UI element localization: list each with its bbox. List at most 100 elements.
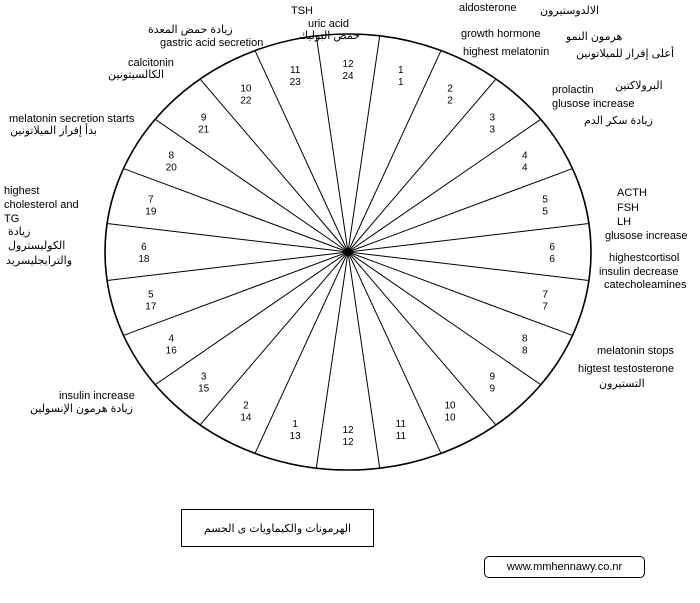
hour-spoke: [154, 118, 349, 253]
hour-label-inner: 3: [201, 371, 207, 382]
caption-box: الهرمونات والكيماويات ى الجسم: [181, 509, 374, 547]
hour-label-outer: 20: [166, 162, 178, 173]
label-cholesterol-3: TG: [4, 213, 20, 225]
hour-label-outer: 15: [198, 383, 210, 394]
hour-spoke: [123, 251, 349, 336]
hour-spoke: [199, 78, 349, 253]
label-cholesterol-ar-2: الكوليسترول: [8, 240, 66, 252]
hour-label-inner: 9: [490, 371, 496, 382]
hour-label-inner: 5: [542, 195, 548, 206]
hour-label-outer: 17: [145, 301, 157, 312]
label-tsh: TSH: [291, 5, 313, 17]
hour-spoke: [347, 251, 542, 386]
hour-label-inner: 6: [141, 242, 147, 253]
label-insulin-increase-ar: زيادة هرمون الإنسولين: [30, 403, 133, 415]
hour-label-outer: 10: [444, 413, 456, 424]
hour-label-outer: 12: [342, 437, 354, 448]
hour-label-outer: 24: [342, 71, 354, 82]
label-insulin-decrease: insulin decrease: [599, 266, 679, 278]
hour-spoke: [347, 251, 381, 469]
hour-label-outer: 16: [166, 346, 178, 357]
label-gastric-acid: gastric acid secretion: [160, 37, 264, 49]
hour-label-outer: 22: [240, 95, 252, 106]
hour-spoke: [199, 251, 349, 426]
hour-spoke: [347, 168, 573, 253]
hour-labels: 1224112233445566778899101011111212113214…: [138, 59, 555, 448]
hour-spoke: [347, 251, 442, 454]
hour-label-inner: 11: [396, 419, 407, 430]
website-link[interactable]: www.mmhennawy.co.nr: [484, 556, 645, 578]
hour-spoke: [347, 251, 573, 336]
hour-spoke: [315, 35, 349, 253]
hour-label-outer: 23: [290, 77, 302, 88]
hour-label-outer: 7: [542, 301, 548, 312]
hour-label-outer: 5: [542, 207, 548, 218]
label-melatonin-starts-ar: بدأ إفراز الميلاتونين: [10, 125, 97, 137]
label-melatonin-stops: melatonin stops: [597, 345, 675, 357]
hour-label-outer: 6: [549, 254, 555, 265]
hour-spoke: [315, 251, 349, 469]
hour-label-outer: 19: [145, 207, 157, 218]
label-melatonin-starts: melatonin secretion starts: [9, 113, 135, 125]
hour-label-outer: 21: [198, 125, 210, 136]
label-calcitonin: calcitonin: [128, 57, 174, 69]
label-lh: LH: [617, 216, 632, 228]
hour-label-inner: 9: [201, 113, 207, 124]
label-growth-hormone-ar: هرمون النمو: [566, 31, 623, 43]
hour-spoke: [107, 251, 349, 281]
label-prolactin: prolactin: [552, 84, 594, 96]
hour-label-inner: 11: [290, 65, 301, 76]
hour-label-outer: 13: [290, 431, 302, 442]
label-glucose-increase-1-ar: زيادة سكر الدم: [584, 115, 653, 127]
hour-spoke: [347, 50, 442, 253]
hour-label-inner: 8: [522, 334, 528, 345]
hour-label-outer: 4: [522, 162, 528, 173]
hour-label-inner: 4: [168, 334, 174, 345]
clock-circle: [104, 33, 592, 471]
label-catecholamines: catecholeamines: [604, 279, 687, 291]
label-highest-melatonin: highest melatonin: [463, 46, 550, 58]
label-insulin-increase: insulin increase: [59, 390, 135, 402]
hour-label-inner: 4: [522, 150, 528, 161]
label-testosterone-ar: التستيرون: [599, 378, 645, 390]
label-glucose-increase-2: glusose increase: [605, 230, 688, 242]
hour-label-outer: 9: [490, 383, 496, 394]
hour-label-inner: 5: [148, 289, 154, 300]
hour-spoke: [347, 35, 381, 253]
hour-label-inner: 10: [240, 83, 252, 94]
hour-label-inner: 7: [542, 289, 548, 300]
hour-label-outer: 18: [138, 254, 150, 265]
hour-spoke: [347, 251, 497, 426]
hour-spoke: [347, 251, 589, 281]
hour-label-inner: 2: [447, 83, 453, 94]
label-cholesterol-ar-3: والترايجليسريد: [6, 255, 73, 267]
label-aldosterone: aldosterone: [459, 2, 517, 14]
hour-label-inner: 1: [398, 65, 404, 76]
hour-spoke: [347, 78, 497, 253]
hour-label-inner: 3: [490, 113, 496, 124]
hour-spoke: [123, 168, 349, 253]
hour-spoke: [347, 118, 542, 253]
hour-label-inner: 12: [342, 59, 354, 70]
label-uric-acid-ar: حمض البوليك: [299, 30, 361, 42]
hour-label-outer: 1: [398, 77, 404, 88]
hour-label-inner: 2: [243, 401, 249, 412]
label-fsh: FSH: [617, 202, 639, 214]
hour-label-inner: 1: [292, 419, 298, 430]
label-uric-acid: uric acid: [308, 18, 349, 30]
hour-label-inner: 8: [168, 150, 174, 161]
label-cholesterol-2: cholesterol and: [4, 199, 79, 211]
label-acth: ACTH: [617, 187, 647, 199]
hour-spoke: [254, 50, 349, 253]
hour-label-outer: 3: [490, 125, 496, 136]
hour-label-inner: 7: [148, 195, 154, 206]
label-calcitonin-ar: الكالسيتونين: [108, 69, 165, 81]
hour-label-outer: 8: [522, 346, 528, 357]
hour-label-outer: 11: [396, 431, 407, 442]
label-highest-melatonin-ar: أعلى إفراز للميلاتونين: [576, 48, 675, 60]
hour-label-inner: 10: [444, 401, 456, 412]
hour-label-inner: 12: [342, 425, 354, 436]
label-cholesterol-1: highest: [4, 185, 40, 197]
hour-label-inner: 6: [549, 242, 555, 253]
